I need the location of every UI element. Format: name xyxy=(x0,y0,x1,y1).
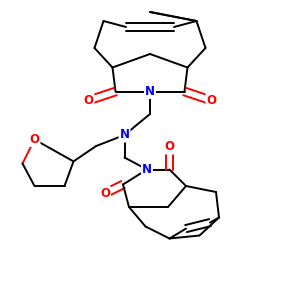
Text: N: N xyxy=(119,128,130,142)
Text: O: O xyxy=(206,94,217,107)
Text: N: N xyxy=(145,85,155,98)
Text: O: O xyxy=(100,187,110,200)
Text: O: O xyxy=(29,133,40,146)
Text: O: O xyxy=(164,140,175,154)
Text: O: O xyxy=(83,94,94,107)
Text: N: N xyxy=(142,163,152,176)
